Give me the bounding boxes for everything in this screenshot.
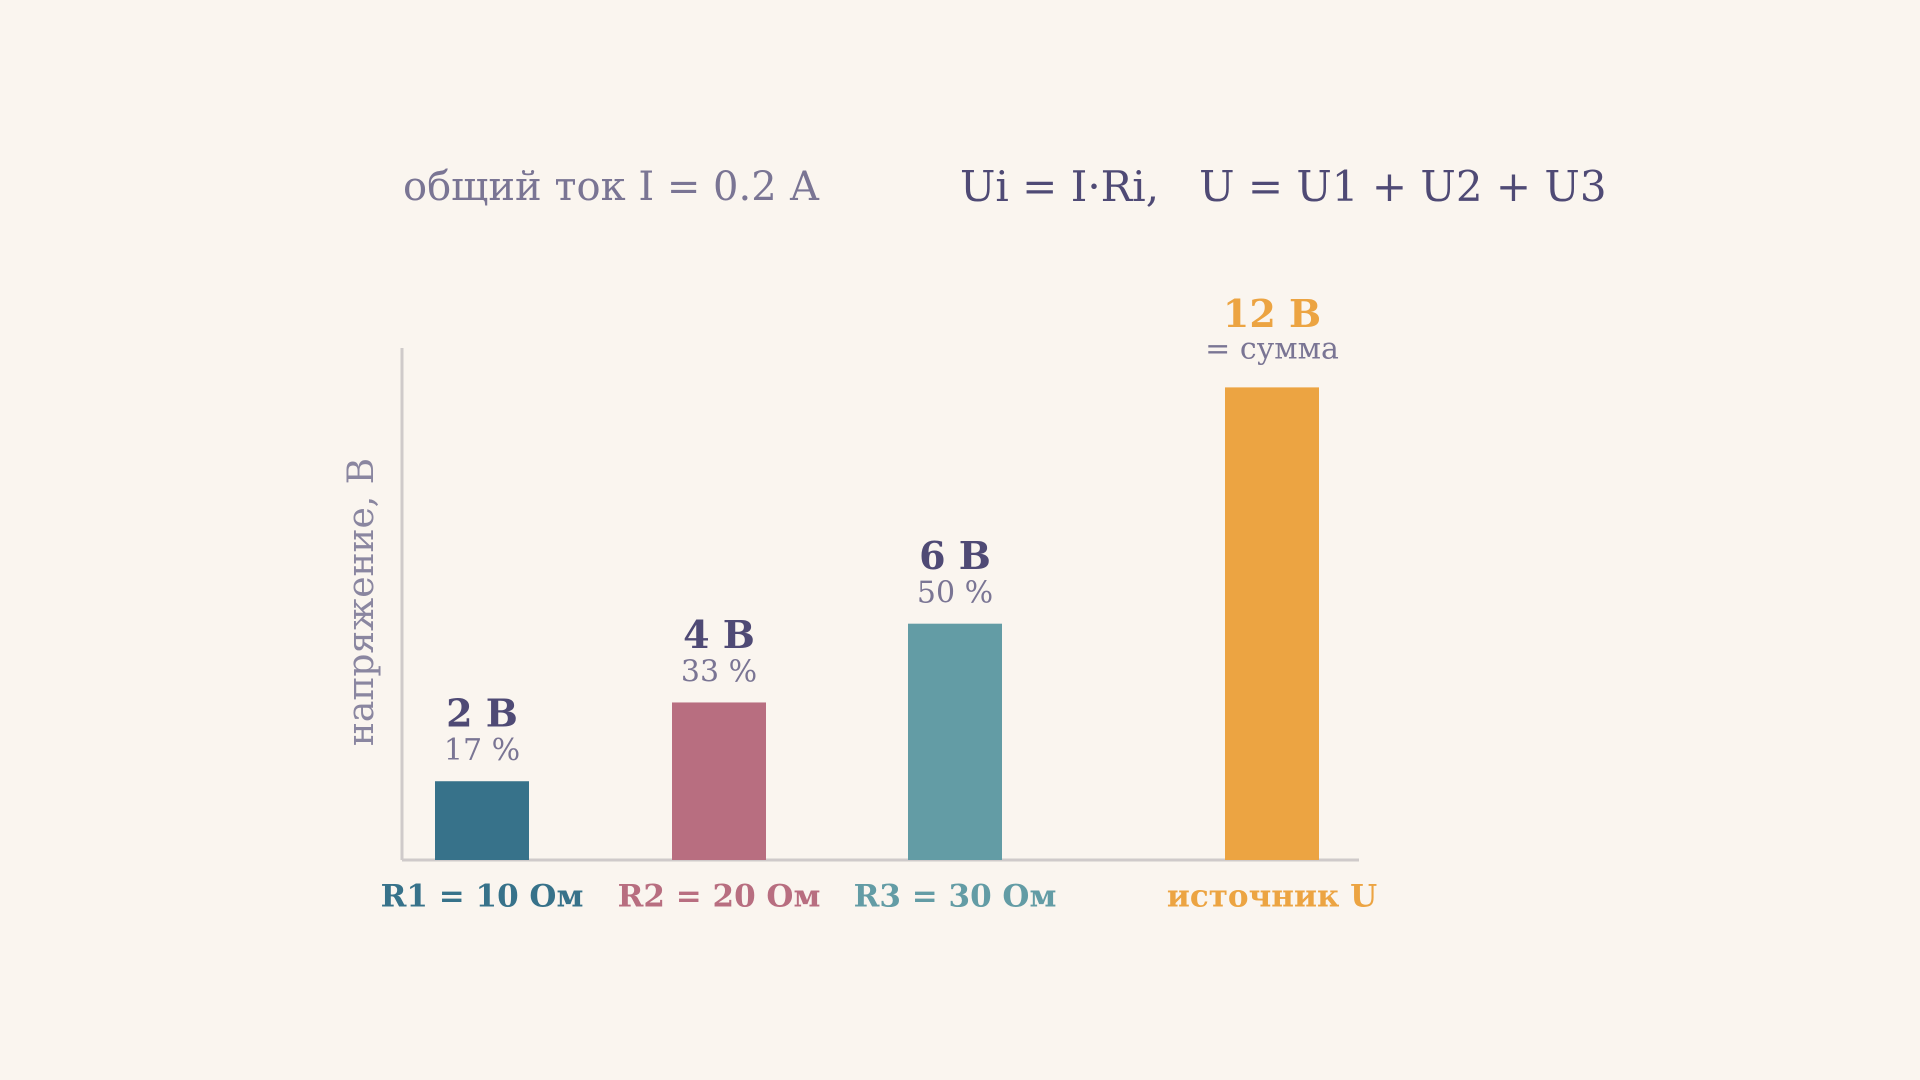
x-tick-label: источник U	[1167, 879, 1377, 915]
header-left: общий ток I = 0.2 А	[403, 164, 820, 210]
sub-label: 17 %	[444, 733, 520, 768]
bar	[435, 781, 529, 860]
bar	[672, 702, 766, 860]
value-label: 6 В	[919, 533, 991, 578]
x-tick-label: R2 = 20 Ом	[618, 879, 821, 915]
y-axis-label: напряжение, В	[341, 458, 382, 746]
value-label: 4 В	[683, 612, 755, 657]
bar	[1225, 387, 1319, 860]
sub-label: = сумма	[1205, 331, 1339, 366]
bar	[908, 623, 1002, 860]
value-label: 2 В	[446, 691, 518, 736]
x-tick-label: R1 = 10 Ом	[381, 879, 584, 915]
header-right: Ui = I·Ri, U = U1 + U2 + U3	[960, 162, 1607, 211]
sub-label: 33 %	[681, 654, 757, 689]
x-tick-label: R3 = 30 Ом	[854, 879, 1057, 915]
value-label: 12 В	[1223, 291, 1321, 336]
sub-label: 50 %	[917, 576, 993, 611]
